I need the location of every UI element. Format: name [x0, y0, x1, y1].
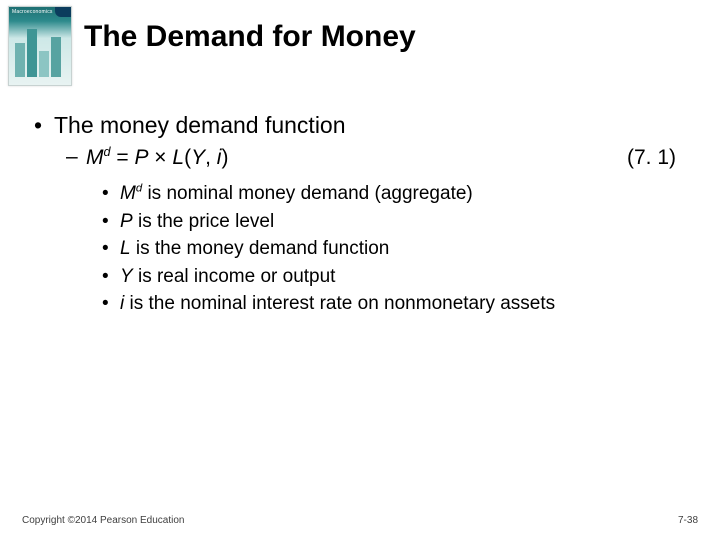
equation-reference: (7. 1): [627, 146, 676, 170]
definition-item: L is the money demand function: [30, 235, 690, 263]
slide-number: 7-38: [678, 515, 698, 526]
definition-item: i is the nominal interest rate on nonmon…: [30, 290, 690, 318]
book-cover-thumbnail: Macroeconomics: [8, 6, 72, 86]
definition-item: Y is real income or output: [30, 263, 690, 291]
slide: Macroeconomics The Demand for Money The …: [0, 0, 720, 540]
slide-title: The Demand for Money: [84, 20, 416, 54]
book-title-label: Macroeconomics: [12, 9, 53, 15]
definition-item: Md is nominal money demand (aggregate): [30, 180, 690, 208]
slide-body: The money demand function Md = P × L(Y, …: [30, 112, 690, 318]
bullet-level1: The money demand function: [30, 112, 690, 139]
bullet-level2-equation: Md = P × L(Y, i) (7. 1): [30, 145, 690, 170]
copyright-footer: Copyright ©2014 Pearson Education: [22, 515, 184, 526]
equation-text: Md = P × L(Y, i): [86, 145, 228, 170]
definition-item: P is the price level: [30, 208, 690, 236]
